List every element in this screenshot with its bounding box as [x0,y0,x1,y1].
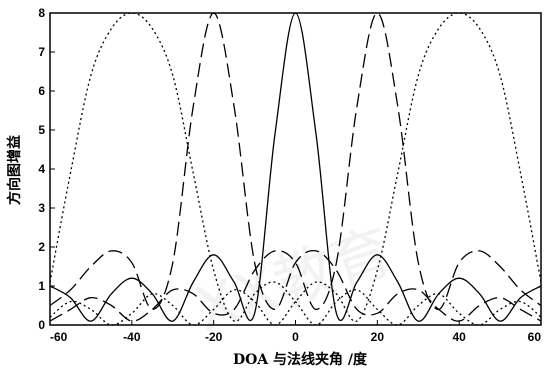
x-tick-label: -20 [205,330,223,344]
ticks-layer: -60 -40 -20 0 20 40 60 0 1 2 3 4 5 6 7 8 [38,6,542,344]
series-line-1 [49,12,542,326]
y-axis-label: 方向图增益 [6,135,23,205]
x-tick-label: -40 [123,330,141,344]
y-tick-label: 4 [38,162,45,176]
y-tick-label: 7 [38,45,45,59]
y-tick-label: 3 [38,201,45,215]
y-tick-label: 2 [38,240,45,254]
x-tick-label: -60 [50,330,68,344]
y-tick-label: 5 [38,123,45,137]
x-tick-label: 60 [528,330,542,344]
y-tick-label: 6 [38,84,45,98]
x-tick-label: 20 [371,330,385,344]
series-line-5 [49,12,542,326]
x-axis-label: DOA 与法线夹角 /度 [233,351,368,368]
watermark: XX教育 [187,216,401,345]
series-line-2 [49,12,542,322]
y-tick-label: 8 [38,6,45,20]
series-line-4 [49,12,542,322]
y-tick-label: 1 [38,279,45,293]
y-tick-label: 0 [38,318,45,332]
x-tick-label: 40 [452,330,466,344]
x-tick-label: 0 [292,330,299,344]
